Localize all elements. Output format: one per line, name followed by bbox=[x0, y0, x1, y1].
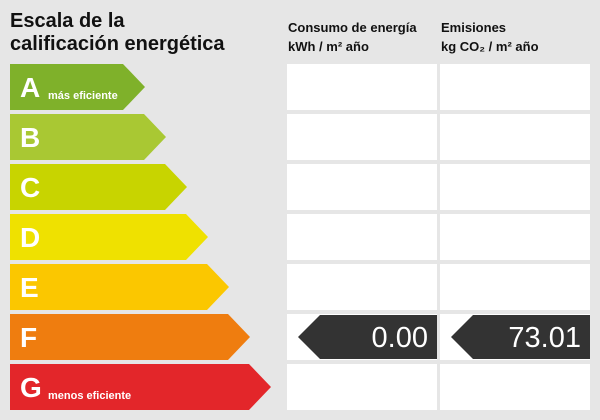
cell bbox=[287, 114, 437, 160]
value-indicator bbox=[298, 315, 437, 359]
column-title: Emisiones bbox=[441, 20, 506, 35]
rating-arrow bbox=[10, 364, 271, 410]
cell bbox=[440, 264, 590, 310]
rating-arrow bbox=[10, 64, 145, 110]
column-unit: kg CO₂ / m² año bbox=[441, 39, 539, 54]
title-line: Escala de la bbox=[10, 10, 125, 32]
cell bbox=[440, 214, 590, 260]
rating-letter: A bbox=[20, 72, 40, 103]
value-label: 0.00 bbox=[372, 322, 428, 354]
rating-letter: B bbox=[20, 122, 40, 153]
cell bbox=[440, 114, 590, 160]
rating-arrow bbox=[10, 214, 208, 260]
rating-letter: C bbox=[20, 172, 40, 203]
rating-letter: G bbox=[20, 372, 42, 403]
column-unit: kWh / m² año bbox=[288, 39, 369, 54]
cell bbox=[287, 364, 437, 410]
cell bbox=[440, 364, 590, 410]
title-line: calificación energética bbox=[10, 33, 225, 55]
column-title: Consumo de energía bbox=[288, 20, 417, 35]
rating-letter: F bbox=[20, 322, 37, 353]
cell bbox=[287, 64, 437, 110]
rating-arrow bbox=[10, 264, 229, 310]
rating-arrow bbox=[10, 164, 187, 210]
cell bbox=[440, 64, 590, 110]
cell bbox=[287, 214, 437, 260]
rating-arrow bbox=[10, 314, 250, 360]
rating-note: menos eficiente bbox=[48, 390, 131, 402]
cell bbox=[287, 264, 437, 310]
cell bbox=[440, 164, 590, 210]
rating-arrow bbox=[10, 114, 166, 160]
rating-letter: D bbox=[20, 222, 40, 253]
rating-note: más eficiente bbox=[48, 90, 118, 102]
value-label: 73.01 bbox=[508, 322, 581, 354]
rating-letter: E bbox=[20, 272, 39, 303]
value-indicator bbox=[451, 315, 590, 359]
cell bbox=[287, 164, 437, 210]
